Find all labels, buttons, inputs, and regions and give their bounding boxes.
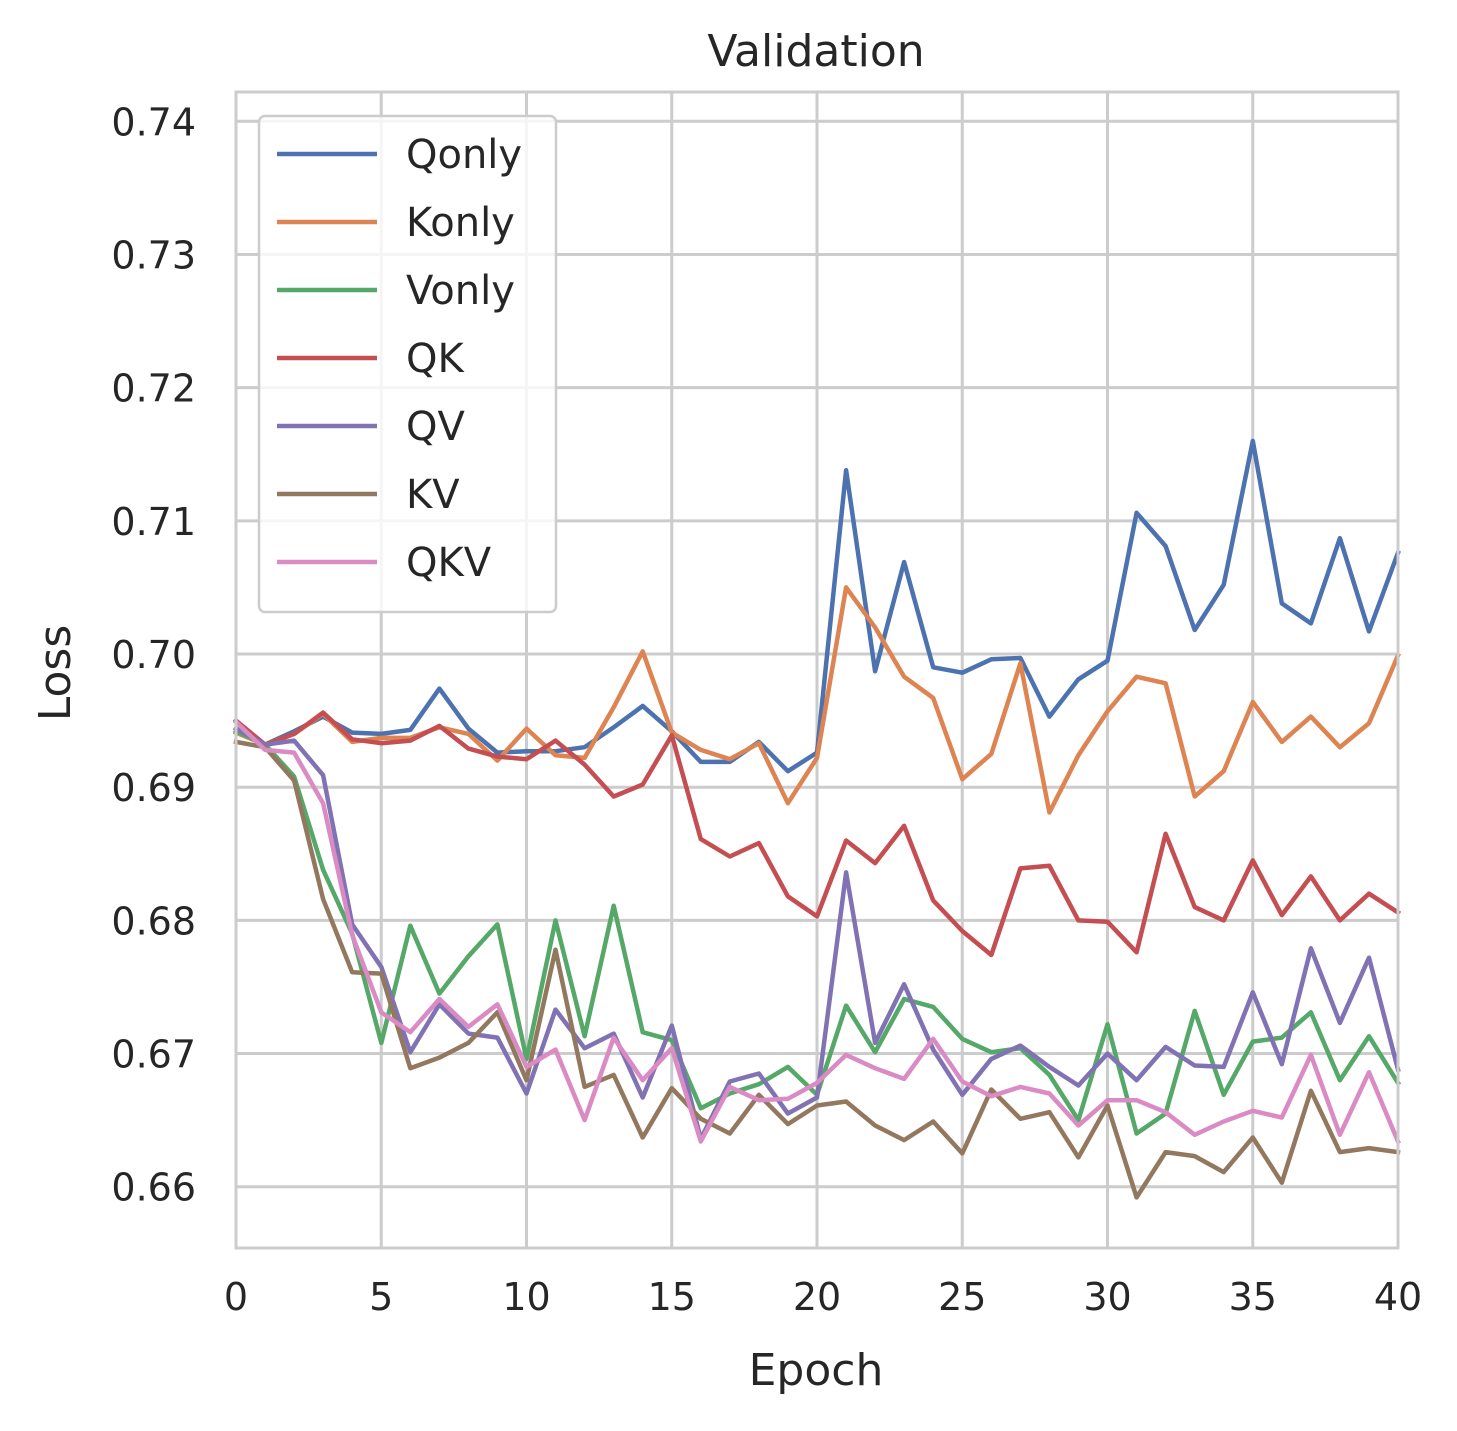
legend-label-vonly: Vonly	[406, 268, 515, 314]
y-tick-label: 0.71	[111, 500, 196, 544]
legend-label-qk: QK	[406, 336, 465, 382]
legend-label-qv: QV	[406, 404, 465, 450]
x-axis-label: Epoch	[749, 1345, 884, 1396]
y-tick-label: 0.67	[111, 1033, 196, 1077]
legend-label-qkv: QKV	[406, 540, 492, 586]
y-tick-label: 0.72	[111, 367, 196, 411]
legend: Qonly Konly Vonly QK QV KV QKV	[257, 114, 558, 614]
series-lines	[232, 438, 1402, 1200]
legend-box	[257, 114, 558, 614]
y-tick-label: 0.68	[111, 899, 196, 943]
plot-frame	[234, 90, 1400, 1250]
legend-label-qonly: Qonly	[406, 132, 522, 178]
x-tick-label: 40	[1374, 1275, 1422, 1319]
x-tick-label: 10	[502, 1275, 550, 1319]
y-axis-label: Loss	[30, 625, 81, 722]
y-tick-label: 0.74	[111, 100, 196, 144]
legend-label-kv: KV	[406, 472, 460, 518]
x-tick-label: 5	[369, 1275, 393, 1319]
legend-label-konly: Konly	[406, 200, 515, 246]
y-tick-labels: 0.66 0.67 0.68 0.69 0.70 0.71 0.72 0.73 0.74	[111, 100, 196, 1209]
y-tick-label: 0.66	[111, 1166, 196, 1210]
chart-title: Validation	[707, 26, 924, 77]
x-tick-label: 35	[1229, 1275, 1277, 1319]
x-tick-label: 0	[224, 1275, 248, 1319]
x-tick-label: 20	[793, 1275, 841, 1319]
series-line-qkv	[232, 718, 1401, 1145]
y-tick-label: 0.70	[111, 633, 196, 677]
series-line-kv	[233, 739, 1401, 1200]
series-line-qv	[232, 725, 1401, 1142]
x-tick-label: 25	[938, 1275, 986, 1319]
y-tick-label: 0.73	[111, 233, 196, 277]
x-tick-label: 15	[648, 1275, 696, 1319]
y-tick-label: 0.69	[111, 766, 196, 810]
x-tick-label: 30	[1083, 1275, 1131, 1319]
x-tick-labels: 0 5 10 15 20 25 30 35 40	[224, 1275, 1422, 1319]
series-line-qk	[232, 710, 1402, 958]
